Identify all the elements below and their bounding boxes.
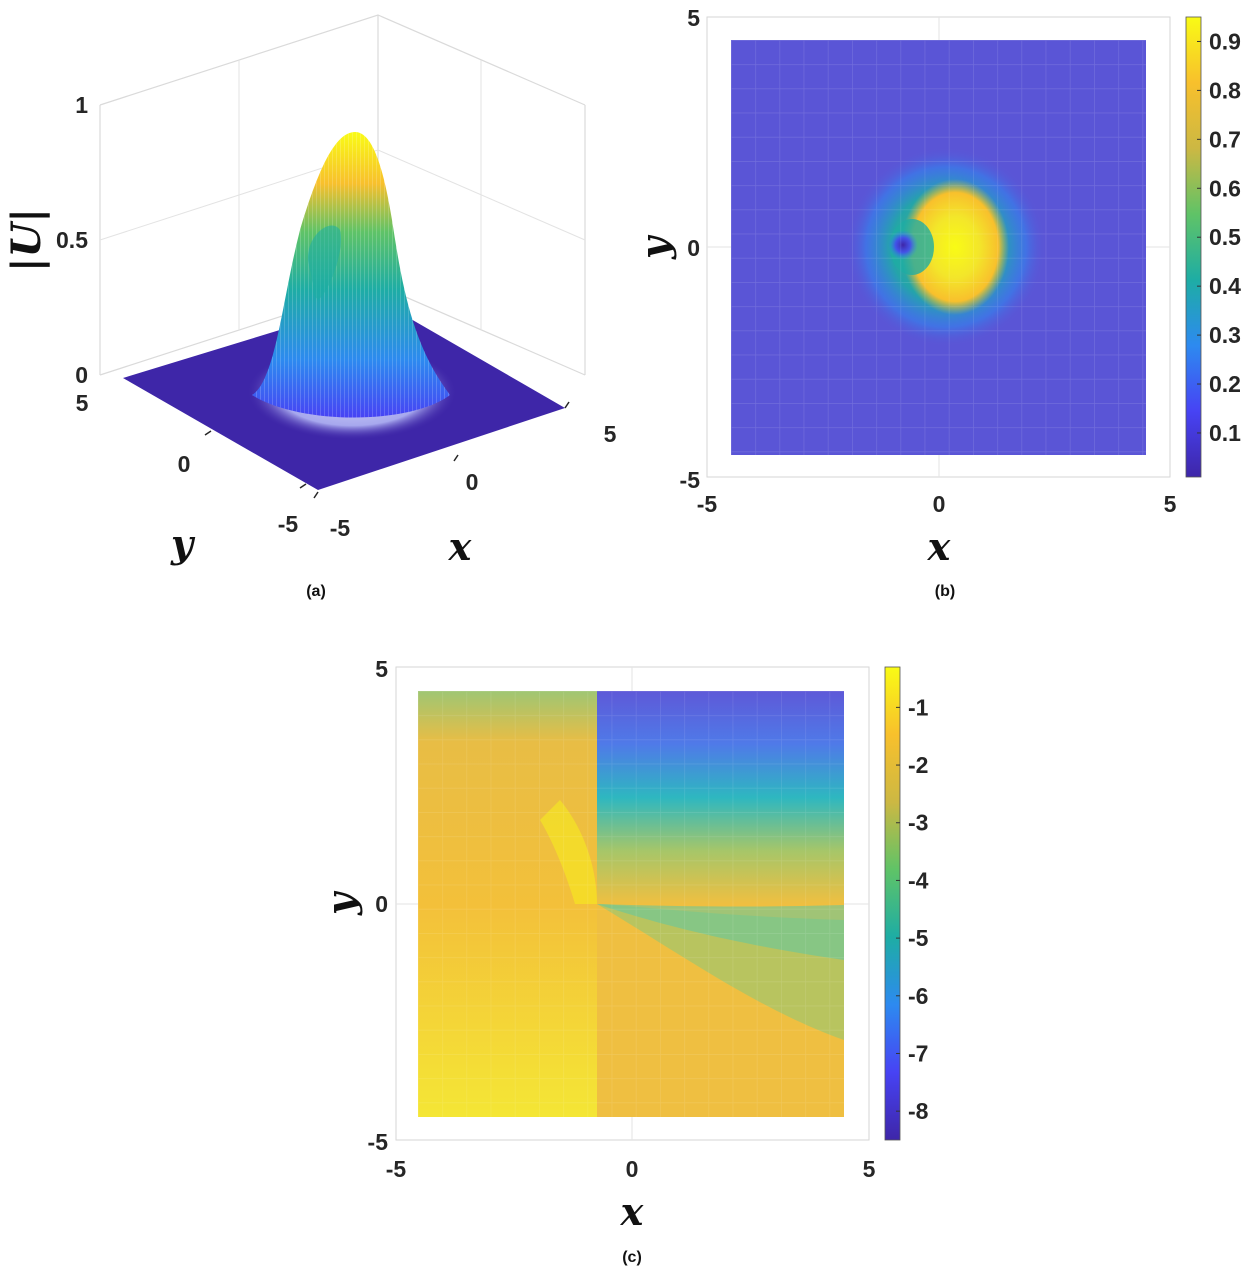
z-tick-labels: 1 0.5 0 — [56, 92, 88, 388]
surface-plot-panel: 1 0.5 0 5 0 -5 -5 0 5 y x |U| (a) — [3, 14, 617, 600]
x-tick-label: 0 — [466, 469, 479, 495]
phase-map-panel: 5 0 -5 -5 0 5 y x -1 -2 -3 -4 -5 -6 -7 -8 (c) — [318, 656, 929, 1266]
y-tick-label: 5 — [375, 656, 388, 682]
colorbar-tick-label: 0.6 — [1209, 175, 1241, 201]
colorbar-tick-label: 0.2 — [1209, 371, 1241, 397]
colorbar-tick-label: -4 — [908, 867, 929, 893]
x-axis-label: x — [927, 524, 952, 569]
x-tick-label: 0 — [626, 1156, 639, 1182]
intensity-map-panel: 5 0 -5 -5 0 5 y x 0.10.20.30.40.50.60.70… — [632, 5, 1241, 600]
y-tick-labels: 5 0 -5 — [680, 5, 701, 493]
x-tick-label: 0 — [933, 491, 946, 517]
colorbar-ticks: 0.1 0.2 0.3 0.4 0.5 0.6 0.7 0.8 0.9 — [1197, 28, 1241, 446]
y-axis-label: y — [170, 521, 196, 566]
colorbar-tick-label: 0.5 — [1209, 224, 1241, 250]
y-axis-label: y — [318, 890, 363, 916]
z-axis-label: |U| — [3, 208, 50, 272]
x-tick-label: 5 — [863, 1156, 876, 1182]
colorbar-tick-label: -8 — [908, 1098, 929, 1124]
z-tick-label: 1 — [75, 92, 88, 118]
y-axis-label: y — [632, 234, 677, 260]
y-tick-labels: 5 0 -5 — [76, 390, 299, 537]
colorbar-tick-label: 0.4 — [1209, 273, 1241, 299]
plot-box — [99, 14, 586, 376]
y-tick-label: 0 — [375, 891, 388, 917]
colorbar-tick-label: 0.8 — [1209, 77, 1241, 103]
y-tick-label: 5 — [687, 5, 700, 31]
surface-vortex-dip — [307, 225, 341, 300]
z-tick-label: 0 — [75, 362, 88, 388]
x-axis-label: x — [620, 1189, 645, 1234]
colorbar-ticks: -1 -2 -3 -4 -5 -6 -7 -8 — [896, 694, 929, 1124]
y-tick-label: -5 — [278, 511, 299, 537]
colorbar — [1185, 16, 1202, 478]
x-tick-label: -5 — [330, 515, 351, 541]
colorbar-tick-label: -7 — [908, 1040, 928, 1066]
colorbar-tick-label: 0.3 — [1209, 322, 1241, 348]
colorbar-tick-label: 0.9 — [1209, 28, 1241, 54]
x-tick-label: 5 — [604, 421, 617, 447]
panel-label-b: (b) — [935, 583, 955, 600]
surface-peak-mesh — [252, 132, 450, 418]
y-tick-label: 5 — [76, 390, 89, 416]
heatmap-image — [731, 40, 1146, 455]
colorbar-tick-label: 0.1 — [1209, 420, 1241, 446]
x-tick-labels: -5 0 5 — [386, 1156, 876, 1182]
x-tick-labels: -5 0 5 — [697, 491, 1177, 517]
colorbar-tick-label: -6 — [908, 983, 928, 1009]
x-axis-label: x — [448, 524, 473, 569]
colorbar-tick-label: -5 — [908, 925, 929, 951]
grid-lines — [707, 17, 1170, 477]
y-tick-label: 0 — [178, 451, 191, 477]
panel-label-c: (c) — [622, 1249, 642, 1266]
grid-lines — [396, 667, 869, 1140]
x-tick-label: -5 — [697, 491, 718, 517]
x-tick-label: 5 — [1164, 491, 1177, 517]
y-tick-label: 0 — [687, 235, 700, 261]
y-tick-label: -5 — [680, 467, 701, 493]
y-tick-labels: 5 0 -5 — [368, 656, 389, 1155]
colorbar-tick-label: -3 — [908, 810, 928, 836]
colorbar-tick-label: 0.7 — [1209, 126, 1241, 152]
y-tick-label: -5 — [368, 1129, 389, 1155]
panel-label-a: (a) — [306, 583, 326, 600]
heatmap-image — [418, 691, 844, 1117]
z-tick-label: 0.5 — [56, 227, 88, 253]
colorbar-tick-label: -2 — [908, 752, 928, 778]
x-tick-labels: -5 0 5 — [330, 421, 617, 541]
x-tick-label: -5 — [386, 1156, 407, 1182]
colorbar — [884, 666, 901, 1141]
colorbar-tick-label: -1 — [908, 694, 929, 720]
